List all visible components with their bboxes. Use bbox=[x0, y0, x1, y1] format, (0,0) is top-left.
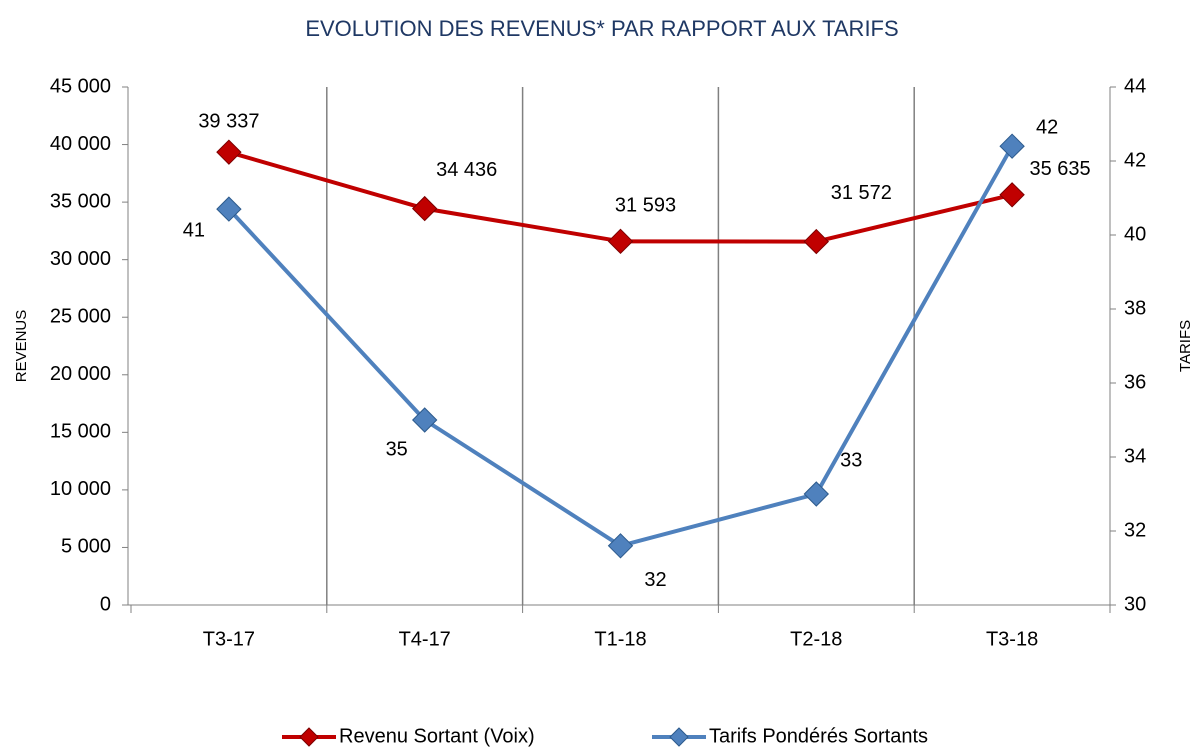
y-tick-label: 45 000 bbox=[50, 75, 111, 97]
y-tick-label: 35 000 bbox=[50, 190, 111, 212]
data-label: 41 bbox=[183, 219, 205, 241]
legend-label: Tarifs Pondérés Sortants bbox=[709, 725, 928, 747]
y2-tick-label: 34 bbox=[1124, 445, 1146, 467]
marker bbox=[803, 228, 830, 255]
marker bbox=[216, 139, 242, 165]
data-label: 31 572 bbox=[831, 182, 892, 204]
x-tick-label: T1-18 bbox=[594, 628, 646, 650]
marker bbox=[607, 533, 634, 559]
marker bbox=[411, 407, 438, 433]
data-label: 35 635 bbox=[1030, 158, 1091, 180]
marker bbox=[999, 133, 1025, 159]
y2-tick-label: 32 bbox=[1124, 519, 1146, 541]
y-tick-label: 15 000 bbox=[50, 421, 111, 443]
y-tick-label: 5 000 bbox=[61, 536, 111, 558]
data-label: 31 593 bbox=[615, 195, 676, 217]
marker bbox=[216, 196, 242, 222]
y-tick-label: 25 000 bbox=[50, 306, 111, 328]
legend-marker bbox=[299, 727, 319, 747]
x-tick-label: T3-18 bbox=[986, 628, 1038, 650]
legend-label: Revenu Sortant (Voix) bbox=[339, 725, 535, 747]
y-tick-label: 0 bbox=[100, 593, 111, 615]
y-tick-label: 10 000 bbox=[50, 478, 111, 500]
data-label: 39 337 bbox=[198, 110, 259, 132]
y2-tick-label: 44 bbox=[1124, 75, 1146, 97]
y2-tick-label: 36 bbox=[1124, 371, 1146, 393]
y-tick-label: 20 000 bbox=[50, 363, 111, 385]
y2-tick-label: 42 bbox=[1124, 149, 1146, 171]
y2-tick-label: 38 bbox=[1124, 297, 1146, 319]
data-label: 32 bbox=[644, 569, 666, 591]
marker bbox=[607, 228, 634, 255]
data-label: 33 bbox=[840, 449, 862, 471]
data-label: 34 436 bbox=[436, 159, 497, 181]
y2-axis-label: TARIFS bbox=[1177, 320, 1194, 372]
marker bbox=[999, 182, 1025, 208]
y2-tick-label: 30 bbox=[1124, 593, 1146, 615]
y2-tick-label: 40 bbox=[1124, 223, 1146, 245]
marker bbox=[803, 481, 830, 507]
data-label: 42 bbox=[1036, 116, 1058, 138]
y-tick-label: 30 000 bbox=[50, 248, 111, 270]
y-axis-label: REVENUS bbox=[13, 310, 30, 383]
chart-title: EVOLUTION DES REVENUS* PAR RAPPORT AUX T… bbox=[305, 16, 898, 41]
marker bbox=[411, 195, 438, 222]
x-tick-label: T4-17 bbox=[399, 628, 451, 650]
x-tick-label: T3-17 bbox=[203, 628, 255, 650]
y-tick-label: 40 000 bbox=[50, 133, 111, 155]
data-label: 35 bbox=[386, 438, 408, 460]
legend-marker bbox=[669, 727, 689, 747]
x-tick-label: T2-18 bbox=[790, 628, 842, 650]
